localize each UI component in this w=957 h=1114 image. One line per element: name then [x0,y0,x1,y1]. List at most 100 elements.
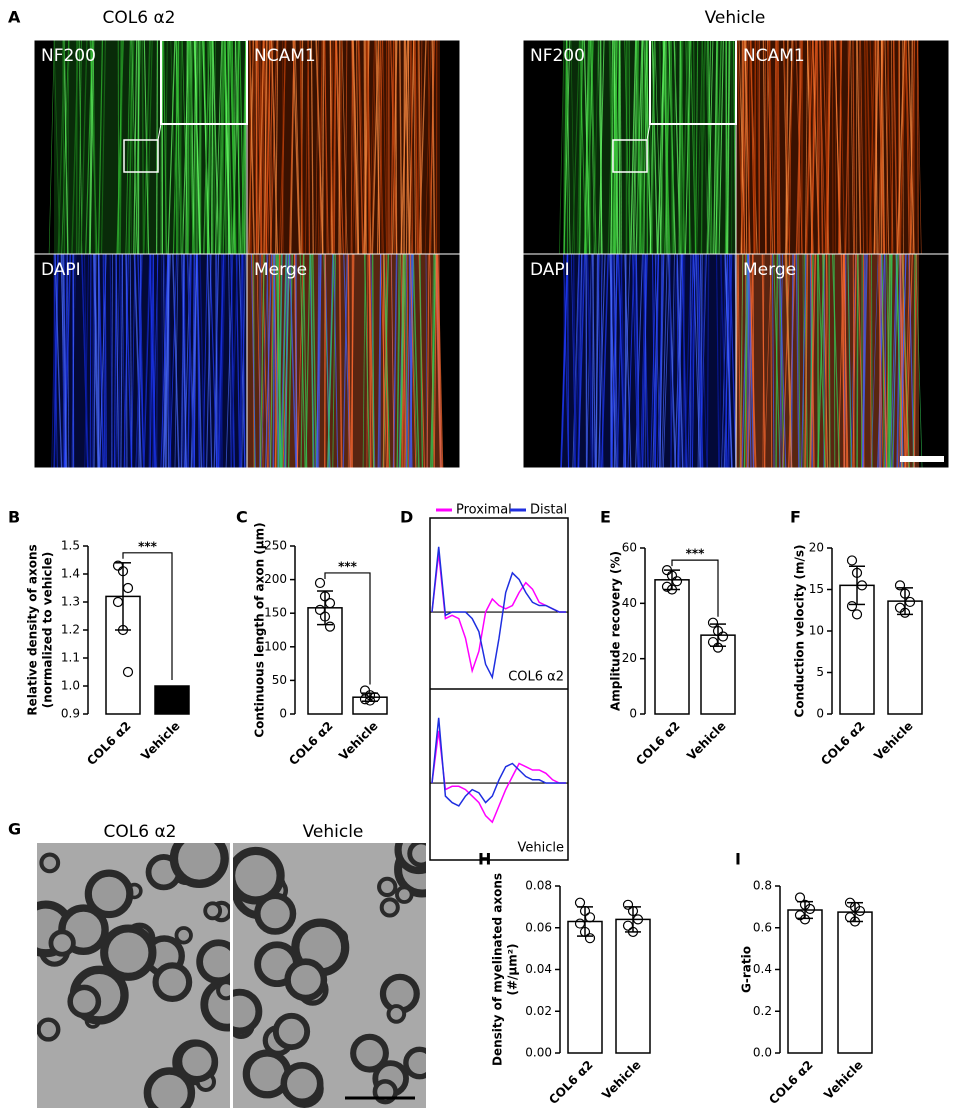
fiber [670,40,675,254]
fiber [351,40,359,254]
fiber [215,254,219,468]
y-tick-label: 0.2 [753,1004,772,1018]
fiber [661,254,668,468]
fiber [426,254,430,468]
fiber [852,40,856,254]
tile-label: Merge [743,260,796,280]
fiber [165,254,170,468]
fiber [629,40,637,254]
bar [837,911,873,1054]
fiber [770,254,773,468]
fiber [671,40,677,254]
fiber [560,254,569,468]
fiber [63,40,70,254]
fiber [598,254,603,468]
fiber [179,40,182,254]
fiber [764,254,772,468]
fiber [870,254,879,468]
axon [203,901,223,921]
fiber [818,40,827,254]
fiber [311,254,317,468]
fiber [659,254,665,468]
data-point [707,636,719,648]
fiber [206,254,213,468]
y-tick-label: 0.02 [525,1004,552,1018]
fiber [230,254,234,468]
fiber [315,40,319,254]
fiber [773,40,777,254]
fiber [578,40,582,254]
data-point [632,914,644,925]
fiber [375,40,380,254]
y-axis-label: Continuous length of axon (μm) [253,522,267,737]
fiber [275,254,282,468]
fiber [344,40,348,254]
significance-label: *** [686,547,706,561]
fiber [907,40,915,254]
axon [169,843,229,888]
fiber [97,40,104,254]
fiber [812,40,814,254]
y-tick-label: 40 [622,596,637,610]
fiber [904,254,911,468]
fiber [909,40,916,254]
fiber [230,40,236,254]
fiber [48,40,55,254]
panel-letter: I [735,850,741,869]
fiber [203,40,210,254]
fiber [406,254,410,468]
fiber [768,40,776,254]
fiber [162,40,168,254]
fiber [744,40,748,254]
tile-label: DAPI [530,260,570,280]
axon [254,892,297,935]
data-point [369,692,381,703]
fiber [737,254,742,468]
fiber [156,40,159,254]
y-tick-label: 0.6 [753,920,772,934]
data-point [899,588,911,599]
fiber [790,254,794,468]
data-point [324,598,336,609]
y-tick-label: 0.0 [753,1046,772,1060]
data-point [117,624,129,636]
fiber [861,254,866,468]
fiber [431,254,436,468]
axon [377,876,398,898]
fiber [898,40,907,254]
fiber [765,40,769,254]
fiber [716,254,719,468]
legend-label: Proximal [456,503,512,518]
significance-label: *** [138,539,158,553]
fiber [111,254,113,468]
fiber [250,254,256,468]
fiber [762,40,767,254]
fiber [350,40,354,254]
fiber [186,40,190,254]
fiber [310,40,314,254]
fiber [169,254,178,468]
fiber [856,40,862,254]
fiber [413,40,417,254]
fiber [288,40,295,254]
fiber [896,40,906,254]
data-point [799,914,811,925]
axon [37,1017,61,1042]
fiber [795,40,803,254]
fiber [193,40,200,254]
fiber [574,254,583,468]
fiber [88,40,94,254]
fiber [81,254,89,468]
fiber [786,40,795,254]
fiber [612,40,618,254]
axon [67,984,102,1019]
fiber [716,40,722,254]
fiber [850,40,854,254]
fiber [800,40,804,254]
y-tick-label: 1.5 [61,539,80,553]
fiber [323,254,326,468]
data-point [849,916,861,927]
fiber [167,40,176,254]
fiber [687,254,694,468]
panel-letter: D [400,508,413,527]
